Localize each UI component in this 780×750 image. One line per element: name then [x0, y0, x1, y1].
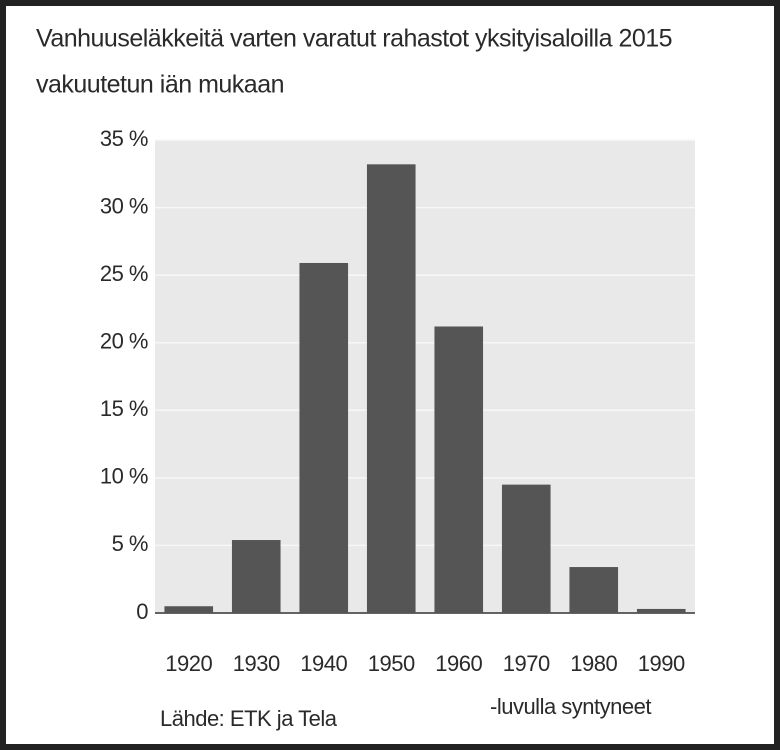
y-tick-label: 15 % [100, 396, 148, 421]
x-tick-label: 1930 [233, 651, 280, 676]
x-axis-label: -luvulla syntyneet [490, 694, 651, 719]
bar [636, 608, 686, 613]
y-tick-label: 5 % [112, 531, 148, 556]
chart-title: Vanhuuseläkkeitä varten varatut rahastot… [36, 25, 672, 53]
x-tick-label: 1940 [300, 651, 347, 676]
y-tick-label: 20 % [100, 329, 148, 354]
bar [299, 262, 349, 613]
bar [569, 567, 619, 613]
chart-title: vakuutetun iän mukaan [36, 71, 284, 99]
plot-area [155, 140, 695, 613]
bar [434, 326, 484, 613]
x-tick-label: 1920 [165, 651, 212, 676]
x-tick-label: 1980 [570, 651, 617, 676]
y-tick-label: 10 % [100, 464, 148, 489]
bar [366, 164, 416, 613]
x-tick-label: 1990 [638, 651, 685, 676]
y-tick-label: 35 % [100, 126, 148, 151]
bar [164, 606, 214, 613]
y-tick-label: 30 % [100, 193, 148, 218]
x-tick-label: 1970 [503, 651, 550, 676]
bar [231, 540, 281, 613]
bar [501, 484, 551, 613]
x-tick-label: 1960 [435, 651, 482, 676]
x-tick-label: 1950 [368, 651, 415, 676]
y-tick-label: 0 [136, 599, 148, 624]
y-tick-label: 25 % [100, 261, 148, 286]
source: Lähde: ETK ja Tela [160, 706, 338, 731]
